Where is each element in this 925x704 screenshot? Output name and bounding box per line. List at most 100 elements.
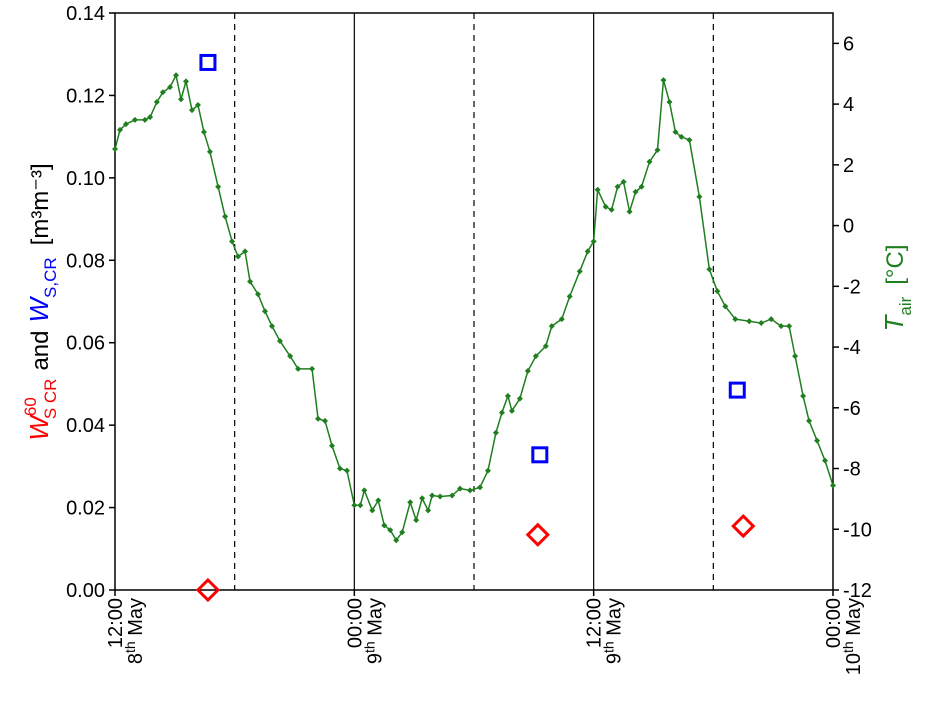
y2-tick-label: -2 <box>843 276 861 298</box>
x-tick-label: 00:00 <box>823 598 845 648</box>
point-marker <box>178 96 185 103</box>
point-marker <box>457 485 464 492</box>
point-marker <box>183 78 190 85</box>
y2-label-part: T <box>879 314 909 332</box>
y-tick-label: 0.14 <box>66 3 105 25</box>
diamond-marker <box>195 577 221 603</box>
y2-tick-label: -6 <box>843 398 861 420</box>
square-marker <box>199 53 217 71</box>
y2-tick-label: 6 <box>843 33 854 55</box>
point-marker <box>381 522 388 529</box>
point-marker <box>351 502 358 509</box>
point-marker <box>159 89 166 96</box>
point-marker <box>375 497 382 504</box>
point-marker <box>215 183 222 190</box>
y-tick-label: 0.12 <box>66 85 105 107</box>
point-marker <box>242 248 249 255</box>
point-marker <box>566 293 573 300</box>
point-marker <box>558 316 565 323</box>
point-marker <box>276 337 283 344</box>
point-marker <box>328 442 335 449</box>
point-marker <box>660 77 667 84</box>
point-marker <box>399 529 406 536</box>
point-marker <box>608 206 615 213</box>
point-marker <box>638 183 645 190</box>
point-marker <box>116 126 123 133</box>
point-marker <box>686 136 693 143</box>
y2-axis-label: Tair [°C] <box>879 244 915 331</box>
point-marker <box>247 278 254 285</box>
point-marker <box>678 133 685 140</box>
point-marker <box>484 467 491 474</box>
point-marker <box>222 213 229 220</box>
point-marker <box>467 487 474 494</box>
y2-tick-label: -10 <box>843 519 872 541</box>
point-marker <box>800 392 807 399</box>
point-marker <box>706 266 713 273</box>
y-tick-label: 0.04 <box>66 415 105 437</box>
x-tick-label: 8th May <box>122 598 147 664</box>
point-marker <box>167 84 174 91</box>
point-marker <box>786 323 793 330</box>
y-tick-label: 0.00 <box>66 580 105 602</box>
point-marker <box>532 353 539 360</box>
point-marker <box>200 129 207 136</box>
y-label-part: and <box>27 331 54 371</box>
point-marker <box>173 72 180 79</box>
y2-tick-label: 0 <box>843 216 854 238</box>
point-marker <box>153 98 160 105</box>
y2-tick-label: 2 <box>843 155 854 177</box>
point-marker <box>746 318 753 325</box>
point-marker <box>768 316 775 323</box>
x-tick-label: 12:00 <box>584 598 606 648</box>
point-marker <box>309 365 316 372</box>
point-marker <box>516 395 523 402</box>
point-marker <box>632 188 639 195</box>
point-marker <box>492 429 499 436</box>
point-marker <box>393 537 400 544</box>
y2-tick-label: -12 <box>843 580 872 602</box>
y-label-part: W <box>24 414 54 441</box>
y2-tick-label: -4 <box>843 337 861 359</box>
axis-labels: W60S CRandWS,CR[m³m⁻³] Tair[°C] <box>21 163 915 440</box>
point-marker <box>602 203 609 210</box>
point-marker <box>620 178 627 185</box>
x-tick-label: 9th May <box>601 598 626 664</box>
point-marker <box>261 308 268 315</box>
point-marker <box>822 457 829 464</box>
point-marker <box>131 116 138 123</box>
point-marker <box>429 492 436 499</box>
point-marker <box>722 303 729 310</box>
point-marker <box>646 158 653 165</box>
point-marker <box>188 107 195 114</box>
point-marker <box>696 193 703 200</box>
point-marker <box>666 98 673 105</box>
y-tick-label: 0.10 <box>66 168 105 190</box>
point-marker <box>287 353 294 360</box>
y-label-part: W <box>24 296 54 323</box>
point-marker <box>732 316 739 323</box>
point-marker <box>122 121 129 128</box>
point-marker <box>672 129 679 136</box>
point-marker <box>141 116 148 123</box>
diamond-marker <box>731 513 756 539</box>
point-marker <box>268 323 275 330</box>
y2-label-part: air <box>896 296 915 315</box>
point-marker <box>524 368 531 375</box>
point-marker <box>343 467 350 474</box>
point-marker <box>476 484 483 491</box>
point-marker <box>425 507 432 514</box>
point-marker <box>508 407 515 414</box>
point-marker <box>792 353 799 360</box>
y-tick-label: 0.02 <box>66 498 105 520</box>
point-marker <box>407 499 414 506</box>
point-marker <box>594 186 601 193</box>
x-tick-label: 10th May <box>840 598 865 675</box>
y-label-part: S,CR <box>41 257 60 298</box>
point-marker <box>758 320 765 327</box>
point-marker <box>806 417 813 424</box>
point-marker <box>576 268 583 275</box>
point-marker <box>413 517 420 524</box>
point-marker <box>369 507 376 514</box>
